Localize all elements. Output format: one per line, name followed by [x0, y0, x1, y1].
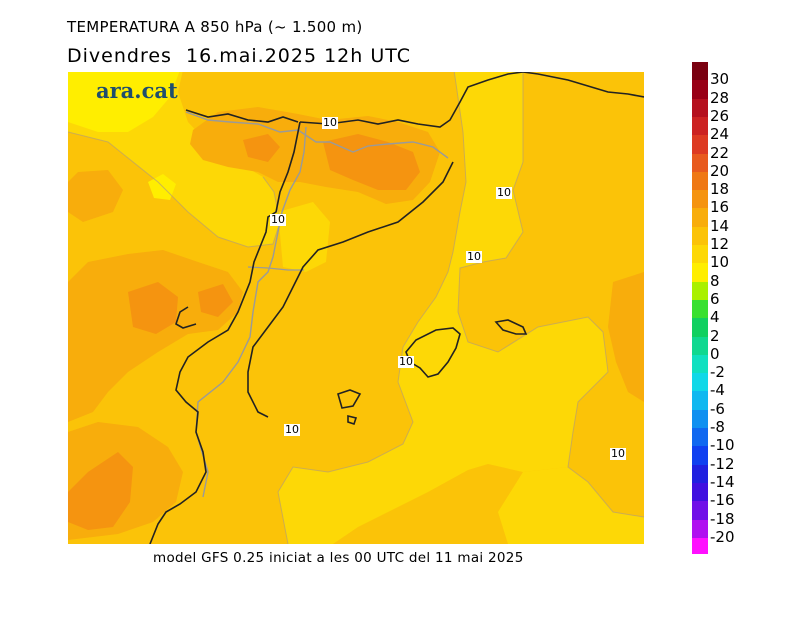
- legend-label: 20: [710, 161, 730, 180]
- legend-swatch: [692, 153, 708, 173]
- legend-label: -4: [710, 381, 725, 400]
- legend-swatch: [692, 263, 708, 283]
- contour-label: 10: [270, 213, 286, 226]
- legend-swatch: [692, 171, 708, 191]
- legend-swatch: [692, 464, 708, 484]
- legend-label: -6: [710, 399, 725, 418]
- field-16-top: [243, 134, 280, 162]
- legend-label: -14: [710, 472, 735, 491]
- legend-label: 2: [710, 326, 720, 345]
- field-16-pyrenees: [323, 134, 420, 190]
- legend-label: -18: [710, 509, 735, 528]
- legend-swatch: [692, 354, 708, 374]
- legend-swatch: [692, 299, 708, 319]
- islands: [337, 319, 528, 426]
- map-canvas: [68, 72, 644, 544]
- legend-swatch: [692, 98, 708, 118]
- legend-label: 16: [710, 198, 730, 217]
- legend-label: 8: [710, 271, 720, 290]
- legend-label: -8: [710, 418, 725, 436]
- field-16-south: [68, 452, 133, 530]
- legend-label: 6: [710, 289, 720, 308]
- legend-swatch: [692, 501, 708, 520]
- legend-label: -10: [710, 436, 735, 455]
- legend-label: 28: [710, 88, 730, 107]
- legend-label: 0: [710, 344, 720, 363]
- legend-label: -16: [710, 491, 735, 510]
- legend-swatch: [692, 116, 708, 136]
- legend-swatch: [692, 226, 708, 246]
- legend-swatch: [692, 190, 708, 209]
- field-14-patch: [68, 170, 123, 222]
- legend-swatch: [692, 446, 708, 466]
- legend-swatch: [692, 482, 708, 502]
- field-10-mid: [278, 202, 330, 272]
- legend-swatch: [692, 373, 708, 392]
- legend-label: 10: [710, 253, 730, 272]
- france-spain-border: [185, 111, 449, 159]
- map-title: TEMPERATURA A 850 hPa (~ 1.500 m): [67, 18, 363, 36]
- map-date: Divendres 16.mai.2025 12h UTC: [67, 45, 412, 67]
- legend-label: 18: [710, 180, 730, 199]
- model-info-footer: model GFS 0.25 iniciat a les 00 UTC del …: [153, 550, 524, 566]
- legend-swatch: [692, 245, 708, 264]
- legend-swatch: [692, 318, 708, 337]
- temperature-map: [68, 72, 644, 544]
- field-8-nw: [68, 72, 180, 132]
- island-formentera: [347, 414, 358, 426]
- legend-swatch: [692, 391, 708, 411]
- contour-label: 10: [322, 116, 338, 129]
- andorra-border: [247, 266, 304, 271]
- island-menorca: [494, 319, 528, 335]
- ara-cat-logo: ara.cat: [96, 78, 178, 103]
- legend-swatch: [692, 135, 708, 154]
- legend-label: -2: [710, 363, 725, 382]
- legend-swatch: [692, 62, 708, 81]
- island-ibiza: [337, 389, 362, 409]
- field-16-west: [128, 282, 178, 334]
- field-10-sea: [278, 72, 608, 544]
- legend-label: 12: [710, 235, 730, 253]
- temperature-legend: [692, 62, 708, 554]
- legend-swatch: [692, 409, 708, 429]
- legend-label: 26: [710, 106, 730, 125]
- coastline: [149, 72, 644, 544]
- legend-label: 30: [710, 70, 730, 89]
- contour-label: 10: [398, 355, 414, 368]
- field-14-east: [608, 272, 644, 402]
- field-16-mid: [198, 284, 233, 317]
- legend-swatch: [692, 281, 708, 301]
- legend-label: -12: [710, 454, 735, 473]
- legend-label: 22: [710, 143, 730, 162]
- legend-swatch: [692, 428, 708, 447]
- legend-swatch: [692, 80, 708, 100]
- legend-label: -20: [710, 527, 735, 546]
- legend-swatch: [692, 336, 708, 356]
- field-10-bottom: [498, 467, 644, 544]
- contour-label: 10: [610, 447, 626, 460]
- legend-label: 4: [710, 308, 720, 327]
- legend-swatch: [692, 208, 708, 228]
- legend-label: 14: [710, 216, 730, 235]
- contour-label: 10: [466, 250, 482, 263]
- legend-swatch: [692, 519, 708, 539]
- legend-label: 24: [710, 125, 730, 144]
- contour-label: 10: [496, 186, 512, 199]
- legend-swatch: [692, 537, 708, 554]
- contour-label: 10: [284, 423, 300, 436]
- island-mallorca: [405, 327, 461, 378]
